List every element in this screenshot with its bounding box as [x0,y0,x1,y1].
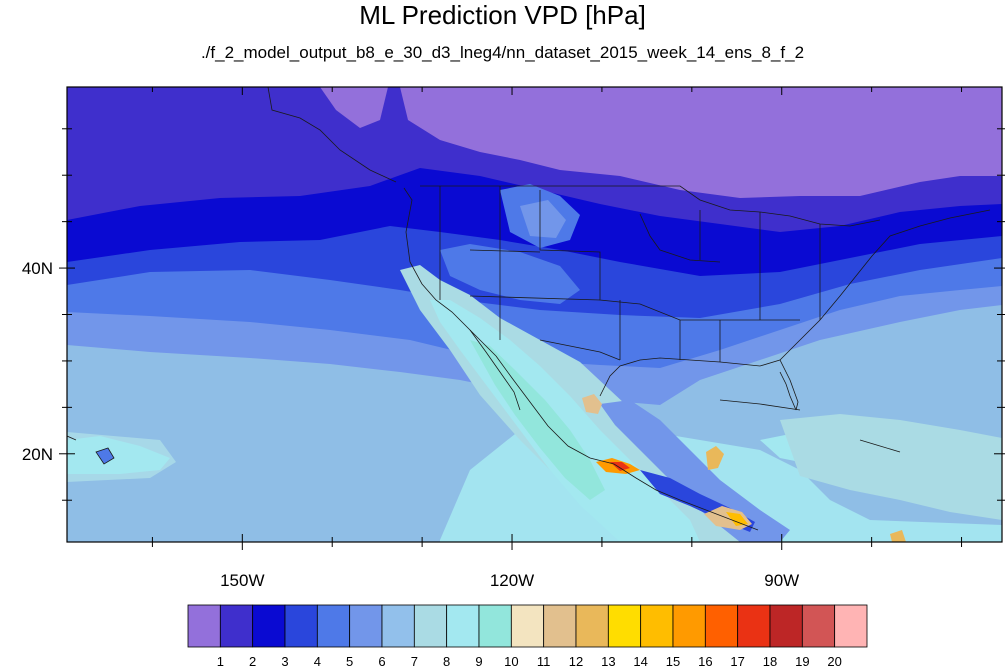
axis-ticks [59,87,1005,550]
colorbar-swatch [252,604,286,648]
band-6-mexico-coast [600,400,790,542]
colorbar-swatch [316,604,351,648]
colorbar-label: 5 [346,654,353,669]
colorbar-label: 6 [378,654,385,669]
colorbar-swatch [672,604,706,648]
hotspot-east [890,530,906,542]
band-1 [400,87,1002,198]
band-1-west [320,87,388,128]
axis-labels: 150W 120W 90W 40N 20N [22,259,799,590]
colorbar-swatch [575,604,609,648]
hotspot-central-america-core [726,512,748,526]
colorbar-label: 16 [698,654,712,669]
colorbar-label: 20 [827,654,841,669]
colorbar-label: 2 [249,654,256,669]
colorbar-label: 14 [633,654,647,669]
colorbar-swatch [801,604,836,648]
colorbar-swatch [349,604,383,648]
colorbar-swatch [446,604,480,648]
colorbar-label: 3 [281,654,288,669]
map-title: ML Prediction VPD [hPa] [359,0,646,30]
map-plot-area [67,87,1002,542]
colorbar-swatch [381,604,415,648]
colorbar-swatch [478,604,512,648]
colorbar-label: 13 [601,654,615,669]
colorbar-label: 12 [569,654,583,669]
band-8-hawaii [67,436,170,474]
band-5-rockies [440,244,580,304]
colorbar-label: 9 [475,654,482,669]
hotspot-caribbean [706,446,724,470]
lon-tick-label: 150W [220,571,264,590]
colorbar-swatch [413,604,448,648]
colorbar-label: 19 [795,654,809,669]
band-9-mexico [470,340,605,500]
hotspot-mexico-plateau [582,394,602,414]
colorbar-swatch [510,604,545,648]
band-5-hawaii [96,448,114,464]
lon-tick-label: 120W [490,571,534,590]
colorbar-label: 11 [537,654,551,669]
colorbar-label: 10 [504,654,518,669]
colorbar-swatch [640,604,674,648]
colorbar-swatch [737,604,771,648]
colorbar-label: 18 [763,654,777,669]
colorbar-swatch [543,604,577,648]
colorbar-label: 1 [217,654,224,669]
colorbar-swatch [219,604,254,648]
colorbar-swatch [607,604,642,648]
band-7-atlantic [780,414,1002,520]
lat-tick-label: 40N [22,259,53,278]
band-6-interior [520,200,566,238]
colorbar-label: 17 [730,654,744,669]
colorbar-label: 8 [443,654,450,669]
colorbar-swatch [284,604,318,648]
lat-tick-label: 20N [22,445,53,464]
colorbar-label: 15 [666,654,680,669]
colorbar-label: 4 [314,654,321,669]
map-subtitle: ./f_2_model_output_b8_e_30_d3_lneg4/nn_d… [200,43,805,62]
colorbar-swatch [834,604,868,648]
colorbar-swatch [769,604,803,648]
colorbar-swatch [704,604,739,648]
coastlines [67,87,991,531]
colorbar-swatch [187,604,221,648]
colorbar: 1 2 3 4 5 6 7 8 9 10 11 12 13 14 15 16 17 18 19 20 [187,604,868,669]
lon-tick-label: 90W [764,571,799,590]
colorbar-label: 7 [411,654,418,669]
